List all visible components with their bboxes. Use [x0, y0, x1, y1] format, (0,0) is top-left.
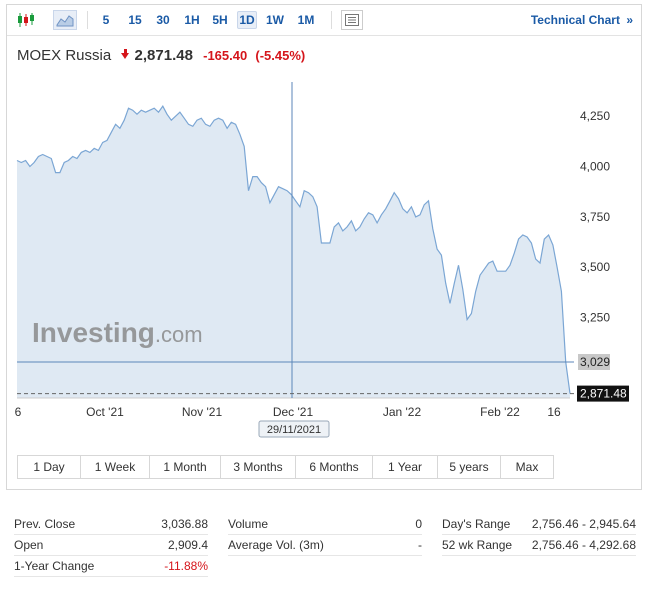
crosshair-date-label: 29/11/2021	[267, 424, 321, 436]
y-tick-label: 3,500	[580, 260, 610, 274]
price-change-percent: (-5.45%)	[255, 48, 306, 63]
price-change: -165.40	[203, 48, 248, 63]
x-tick-label: Dec '21	[273, 405, 314, 419]
toolbar-divider	[331, 11, 332, 29]
range-button-3-months[interactable]: 3 Months	[220, 455, 296, 479]
stat-label: Open	[14, 538, 44, 552]
stat-value: 2,909.4	[167, 538, 208, 552]
stat-value: -11.88%	[164, 559, 208, 573]
x-tick-label: 16	[547, 405, 561, 419]
watermark-suffix: .com	[155, 322, 203, 347]
range-button-1-week[interactable]: 1 Week	[80, 455, 150, 479]
technical-chart-link[interactable]: Technical Chart »	[531, 13, 633, 27]
y-tick-label: 3,250	[580, 311, 610, 325]
candlestick-chart-icon[interactable]	[15, 10, 37, 30]
interval-30-button[interactable]: 30	[156, 13, 170, 27]
stat-row: 52 wk Range 2,756.46 - 4,292.68	[442, 535, 636, 556]
toolbar-divider	[87, 11, 88, 29]
instrument-header: MOEX Russia 2,871.48 -165.40 (-5.45%)	[17, 47, 305, 64]
watermark-brand: Investing	[32, 317, 155, 348]
crosshair-value-box	[578, 354, 610, 370]
interval-5-button[interactable]: 5	[102, 13, 110, 27]
x-tick-label: Nov '21	[182, 405, 223, 419]
x-tick-label: Oct '21	[86, 405, 124, 419]
technical-chart-label: Technical Chart	[530, 13, 620, 27]
interval-1w-button[interactable]: 1W	[266, 13, 284, 27]
range-button-1-month[interactable]: 1 Month	[149, 455, 221, 479]
range-selector: 1 Day 1 Week 1 Month 3 Months 6 Months 1 Year…	[17, 455, 554, 479]
stat-row: Prev. Close 3,036.88	[14, 514, 208, 535]
interval-1d-button[interactable]: 1D	[237, 11, 257, 29]
stat-row: Average Vol. (3m) -	[228, 535, 422, 556]
price-area	[17, 106, 570, 398]
crosshair-value-label: 3,029	[580, 355, 610, 369]
last-price-label: 2,871.48	[580, 387, 627, 401]
stat-label: Average Vol. (3m)	[228, 538, 324, 552]
stat-row: Volume 0	[228, 514, 422, 535]
range-button-1-day[interactable]: 1 Day	[17, 455, 81, 479]
x-tick-label: Jan '22	[383, 405, 422, 419]
range-button-5-years[interactable]: 5 years	[437, 455, 501, 479]
stat-row: Open 2,909.4	[14, 535, 208, 556]
y-tick-label: 4,000	[580, 160, 610, 174]
table-icon[interactable]	[341, 10, 363, 30]
stat-row: 1-Year Change -11.88%	[14, 556, 208, 577]
interval-5h-button[interactable]: 5H	[212, 13, 228, 27]
range-button-6-months[interactable]: 6 Months	[295, 455, 373, 479]
range-button-1-year[interactable]: 1 Year	[372, 455, 438, 479]
crosshair-date-box	[258, 420, 330, 438]
instrument-name: MOEX Russia	[17, 47, 112, 64]
price-chart[interactable]: Investing.com 4,250 4,000 3,750 3,500 3,250 6 O…	[0, 0, 647, 445]
stat-row: Day's Range 2,756.46 - 2,945.64	[442, 514, 636, 535]
last-price-box	[577, 385, 629, 402]
stat-value: 0	[415, 517, 422, 531]
down-arrow-icon	[115, 47, 132, 64]
stat-label: 52 wk Range	[442, 538, 513, 552]
stat-value: -	[418, 538, 422, 552]
area-chart-icon[interactable]	[53, 10, 77, 30]
stat-value: 3,036.88	[161, 517, 208, 531]
x-tick-label: 6	[15, 405, 22, 419]
interval-1h-button[interactable]: 1H	[184, 13, 200, 27]
stat-value: 2,756.46 - 2,945.64	[531, 517, 636, 531]
stat-label: 1-Year Change	[14, 559, 95, 573]
range-button-max[interactable]: Max	[500, 455, 554, 479]
y-tick-label: 4,250	[580, 109, 610, 123]
stat-label: Volume	[228, 517, 269, 531]
price-line	[16, 105, 571, 394]
double-chevron-right-icon: »	[626, 13, 633, 27]
instrument-price: 2,871.48	[134, 47, 193, 64]
stat-value: 2,756.46 - 4,292.68	[531, 538, 636, 552]
x-tick-label: Feb '22	[480, 405, 520, 419]
y-tick-label: 3,750	[580, 210, 610, 224]
stat-label: Prev. Close	[14, 517, 76, 531]
investing-watermark: Investing.com	[32, 317, 203, 348]
interval-15-button[interactable]: 15	[128, 13, 142, 27]
chart-toolbar: 5 15 30 1H 5H 1D 1W 1M Technical Chart »	[7, 5, 641, 36]
stat-label: Day's Range	[442, 517, 511, 531]
interval-1m-button[interactable]: 1M	[297, 13, 315, 27]
